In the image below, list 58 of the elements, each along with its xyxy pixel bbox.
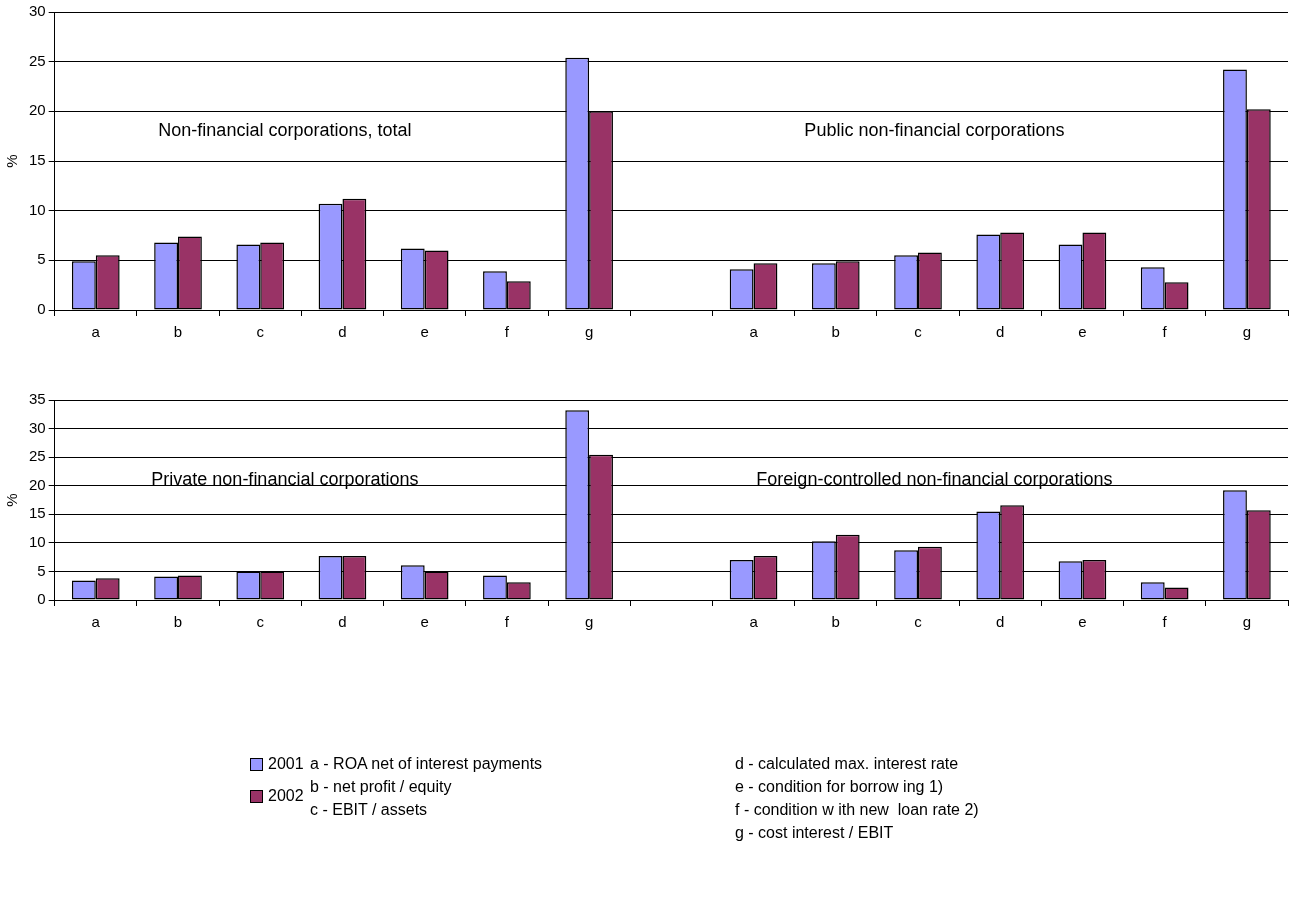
x-tick-label: d bbox=[338, 613, 347, 631]
text: c - EBIT / assets bbox=[310, 801, 428, 819]
x-tick-label: f bbox=[504, 613, 510, 631]
x-tick-label: d bbox=[996, 613, 1005, 631]
legend-label: 2001 bbox=[268, 755, 304, 773]
x-tick-label: g bbox=[1242, 613, 1252, 631]
x-tick-label: f bbox=[504, 323, 510, 341]
x-tick-label: c bbox=[914, 323, 923, 341]
y-tick-label: 0 bbox=[37, 590, 46, 608]
y-tick-label: 0 bbox=[37, 300, 46, 318]
x-tick-label: g bbox=[584, 613, 594, 631]
x-tick-label: b bbox=[173, 613, 183, 631]
x-tick-label: e bbox=[1078, 323, 1087, 341]
x-tick-label: a bbox=[749, 323, 759, 341]
y-tick-label: 20 bbox=[29, 475, 46, 493]
x-tick-label: b bbox=[173, 323, 183, 341]
x-tick-label: c bbox=[256, 613, 265, 631]
x-tick-label: e bbox=[420, 323, 429, 341]
text: f - condition w ith new loan rate 2) bbox=[735, 801, 979, 819]
x-tick-label: d bbox=[996, 323, 1005, 341]
legend-label: 2002 bbox=[268, 787, 304, 805]
y-tick-label: 15 bbox=[29, 151, 46, 169]
annotation: Foreign-controlled non-financial corporations bbox=[756, 468, 1113, 489]
y-tick-label: 25 bbox=[29, 447, 46, 465]
x-tick-label: b bbox=[831, 613, 840, 631]
text: d - calculated max. interest rate bbox=[735, 755, 959, 773]
y-tick-label: 25 bbox=[29, 51, 46, 69]
x-tick-label: b bbox=[831, 323, 840, 341]
y-tick-label: 10 bbox=[29, 200, 46, 218]
y-tick-label: 35 bbox=[29, 390, 46, 408]
text: b - net profit / equity bbox=[310, 778, 452, 796]
x-tick-label: c bbox=[914, 613, 923, 631]
y-tick-label: 15 bbox=[29, 504, 46, 522]
x-tick-label: a bbox=[91, 323, 101, 341]
x-tick-label: g bbox=[584, 323, 594, 341]
x-tick-label: a bbox=[91, 613, 101, 631]
x-tick-label: c bbox=[256, 323, 265, 341]
x-tick-label: a bbox=[749, 613, 759, 631]
y-tick-label: 30 bbox=[29, 418, 46, 436]
x-tick-label: d bbox=[338, 323, 347, 341]
x-tick-label: e bbox=[1078, 613, 1087, 631]
y-axis-title: % bbox=[3, 493, 21, 507]
x-tick-label: g bbox=[1242, 323, 1252, 341]
text: g - cost interest / EBIT bbox=[735, 824, 894, 842]
annotation: Non-financial corporations, total bbox=[158, 120, 412, 141]
y-tick-label: 30 bbox=[29, 2, 46, 20]
x-tick-label: e bbox=[420, 613, 429, 631]
x-tick-label: f bbox=[1162, 323, 1168, 341]
annotation: Private non-financial corporations bbox=[151, 468, 419, 489]
y-tick-label: 10 bbox=[29, 533, 46, 550]
text: e - condition for borrow ing 1) bbox=[735, 778, 944, 796]
annotation: Public non-financial corporations bbox=[804, 120, 1065, 141]
y-tick-label: 20 bbox=[29, 101, 46, 119]
y-tick-label: 5 bbox=[37, 561, 46, 579]
text: a - ROA net of interest payments bbox=[310, 755, 543, 773]
x-tick-label: f bbox=[1162, 613, 1168, 631]
y-axis-title: % bbox=[3, 154, 21, 168]
y-tick-label: 5 bbox=[37, 250, 46, 268]
